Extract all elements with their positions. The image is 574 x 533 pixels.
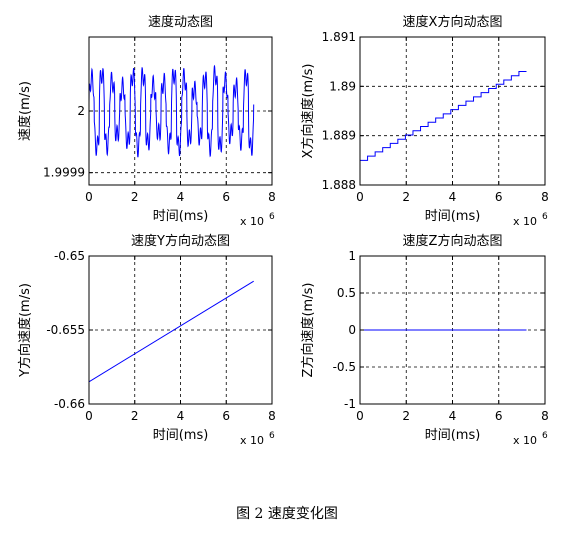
x-exponent-label: x 10 <box>240 215 264 228</box>
y-tick-label: 2 <box>77 104 85 118</box>
y-tick-label: -0.66 <box>54 397 85 411</box>
x-tick-label: 0 <box>356 190 364 204</box>
x-tick-label: 6 <box>222 190 230 204</box>
x-exponent-power: 6 <box>542 212 548 222</box>
series-line <box>88 64 255 158</box>
y-tick-label: 1 <box>348 249 356 263</box>
chart-title: 速度动态图 <box>148 14 213 30</box>
x-tick-label: 4 <box>449 190 457 204</box>
y-axis-label: Y方向速度(m/s) <box>17 283 33 378</box>
x-exponent-label: x 10 <box>240 434 264 447</box>
series-line <box>88 280 254 383</box>
x-axis-label: 时间(ms) <box>153 428 209 443</box>
x-tick-label: 6 <box>495 190 503 204</box>
x-axis-label: 时间(ms) <box>153 209 209 224</box>
x-tick-label: 2 <box>402 409 410 423</box>
x-exponent-label: x 10 <box>513 215 537 228</box>
y-tick-label: 0.5 <box>337 286 356 300</box>
x-tick-label: 0 <box>356 409 364 423</box>
y-tick-label: 1.891 <box>322 30 356 44</box>
y-tick-label: 1.889 <box>322 129 356 143</box>
x-tick-label: 8 <box>541 409 549 423</box>
chart-title: 速度X方向动态图 <box>403 14 503 30</box>
y-tick-label: 1.9999 <box>43 166 85 180</box>
x-tick-label: 2 <box>131 409 139 423</box>
y-tick-label: -0.65 <box>54 249 85 263</box>
x-exponent-power: 6 <box>542 431 548 441</box>
x-tick-label: 2 <box>402 190 410 204</box>
y-tick-label: -0.5 <box>333 360 356 374</box>
x-exponent-power: 6 <box>269 431 275 441</box>
y-tick-label: 1.888 <box>322 178 356 192</box>
series-line <box>360 71 527 161</box>
figure-caption: 图 2 速度变化图 <box>236 506 338 522</box>
y-tick-label: -0.655 <box>46 323 85 337</box>
x-exponent-label: x 10 <box>513 434 537 447</box>
x-tick-label: 8 <box>268 409 276 423</box>
y-tick-label: 1.89 <box>329 79 356 93</box>
x-exponent-power: 6 <box>269 212 275 222</box>
x-tick-label: 0 <box>85 190 93 204</box>
chart-title: 速度Y方向动态图 <box>131 233 230 249</box>
y-axis-label: 速度(m/s) <box>17 81 33 141</box>
y-tick-label: -1 <box>344 397 356 411</box>
x-tick-label: 4 <box>177 409 185 423</box>
x-tick-label: 6 <box>495 409 503 423</box>
x-axis-label: 时间(ms) <box>425 209 481 224</box>
y-tick-label: 0 <box>348 323 356 337</box>
x-tick-label: 2 <box>131 190 139 204</box>
x-tick-label: 8 <box>541 190 549 204</box>
x-tick-label: 8 <box>268 190 276 204</box>
chart-title: 速度Z方向动态图 <box>403 233 503 249</box>
x-axis-label: 时间(ms) <box>425 428 481 443</box>
x-tick-label: 4 <box>449 409 457 423</box>
y-axis-label: Z方向速度(m/s) <box>300 283 316 378</box>
y-axis-label: X方向速度(m/s) <box>300 64 316 159</box>
x-tick-label: 0 <box>85 409 93 423</box>
x-tick-label: 4 <box>177 190 185 204</box>
x-tick-label: 6 <box>222 409 230 423</box>
